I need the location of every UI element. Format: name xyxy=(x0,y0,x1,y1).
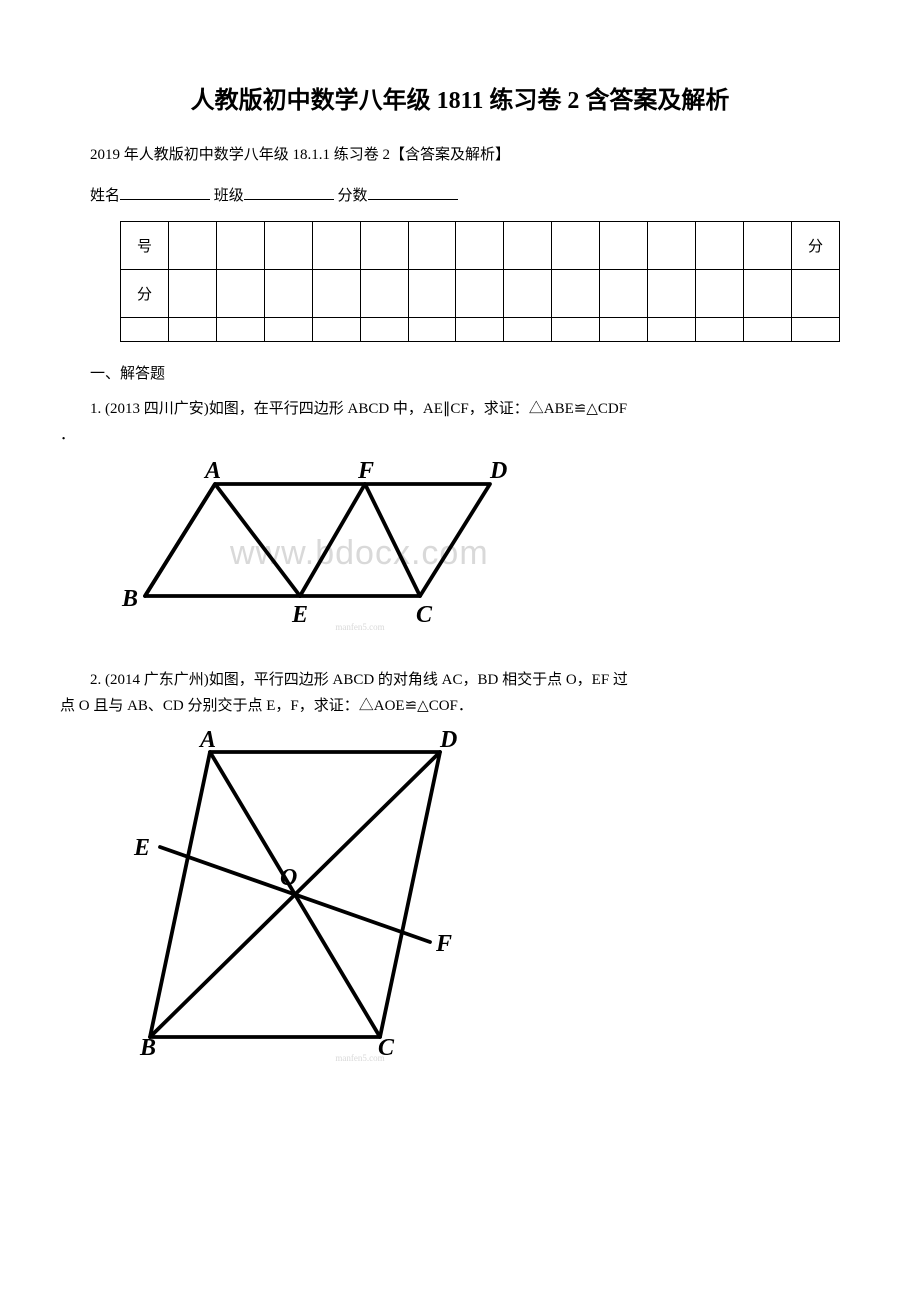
label-F: F xyxy=(357,458,374,484)
diagram-1: A F D B E C xyxy=(120,456,540,626)
score-table: 号 分 分 xyxy=(120,221,840,342)
label-E: E xyxy=(291,602,308,626)
label-B: B xyxy=(121,586,138,612)
table-row: 分 xyxy=(121,270,840,318)
q2-line1: 2. (2014 广东广州)如图，平行四边形 ABCD 的对角线 AC，BD 相… xyxy=(60,668,860,694)
label-F2: F xyxy=(435,931,452,957)
table-row xyxy=(121,318,840,342)
label-C2: C xyxy=(378,1035,395,1057)
cell-fen-left: 分 xyxy=(121,270,169,318)
q1-line2: ． xyxy=(60,423,860,449)
page-title: 人教版初中数学八年级 1811 练习卷 2 含答案及解析 xyxy=(60,80,860,115)
figure-2: A D E O F B C manfen5.com xyxy=(120,727,860,1063)
score-blank xyxy=(368,185,458,200)
label-C: C xyxy=(416,602,433,626)
label-O2: O xyxy=(280,865,297,891)
label-B2: B xyxy=(139,1035,156,1057)
label-D2: D xyxy=(439,727,457,753)
table-row: 号 分 xyxy=(121,222,840,270)
subtitle: 2019 年人教版初中数学八年级 18.1.1 练习卷 2【含答案及解析】 xyxy=(60,143,860,164)
question-1: 1. (2013 四川广安)如图，在平行四边形 ABCD 中，AE∥CF，求证：… xyxy=(60,397,860,448)
label-A2: A xyxy=(198,727,216,753)
section-heading: 一、解答题 xyxy=(60,362,860,383)
cell-hao: 号 xyxy=(121,222,169,270)
score-label: 分数 xyxy=(338,188,368,204)
cell-fen-top: 分 xyxy=(791,222,839,270)
name-label: 姓名 xyxy=(90,188,120,204)
class-blank xyxy=(244,185,334,200)
form-line: 姓名 班级 分数 xyxy=(60,184,860,205)
diagram-2: A D E O F B C xyxy=(120,727,480,1057)
label-D: D xyxy=(489,458,507,484)
label-E2: E xyxy=(133,835,150,861)
name-blank xyxy=(120,185,210,200)
q2-line2: 点 O 且与 AB、CD 分别交于点 E，F，求证：△AOE≌△COF． xyxy=(60,694,860,720)
q1-line1: 1. (2013 四川广安)如图，在平行四边形 ABCD 中，AE∥CF，求证：… xyxy=(60,397,860,423)
question-2: 2. (2014 广东广州)如图，平行四边形 ABCD 的对角线 AC，BD 相… xyxy=(60,668,860,719)
class-label: 班级 xyxy=(214,188,244,204)
figure-1: www.bdocx.com A F D B E C manfen5.com xyxy=(120,456,860,632)
label-A: A xyxy=(203,458,221,484)
